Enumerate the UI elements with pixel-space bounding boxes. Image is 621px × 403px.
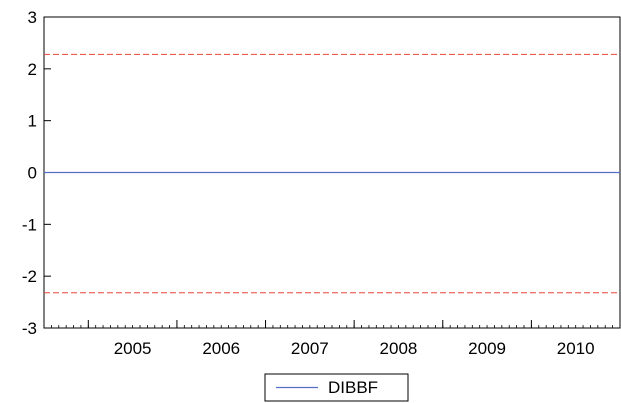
y-tick-label: 3 bbox=[28, 8, 37, 27]
x-tick-label: 2008 bbox=[380, 339, 418, 358]
reference-lines bbox=[44, 53, 620, 294]
legend: DIBBF bbox=[264, 373, 409, 402]
x-tick-label: 2006 bbox=[202, 339, 240, 358]
x-tick-label: 2005 bbox=[114, 339, 152, 358]
y-axis: 3 2 1 0 -1 -2 -3 bbox=[22, 8, 51, 338]
x-tick-label: 2009 bbox=[468, 339, 506, 358]
y-tick-label: 1 bbox=[28, 112, 37, 131]
legend-label: DIBBF bbox=[328, 378, 378, 397]
x-tick-label: 2007 bbox=[291, 339, 329, 358]
y-tick-label: -2 bbox=[22, 267, 37, 286]
y-tick-label: 2 bbox=[28, 60, 37, 79]
y-tick-label: -3 bbox=[22, 319, 37, 338]
x-axis: 2005 2006 2007 2008 2009 2010 bbox=[43, 320, 621, 358]
y-tick-label: 0 bbox=[28, 164, 37, 183]
y-tick-label: -1 bbox=[22, 215, 37, 234]
x-tick-label: 2010 bbox=[557, 339, 595, 358]
